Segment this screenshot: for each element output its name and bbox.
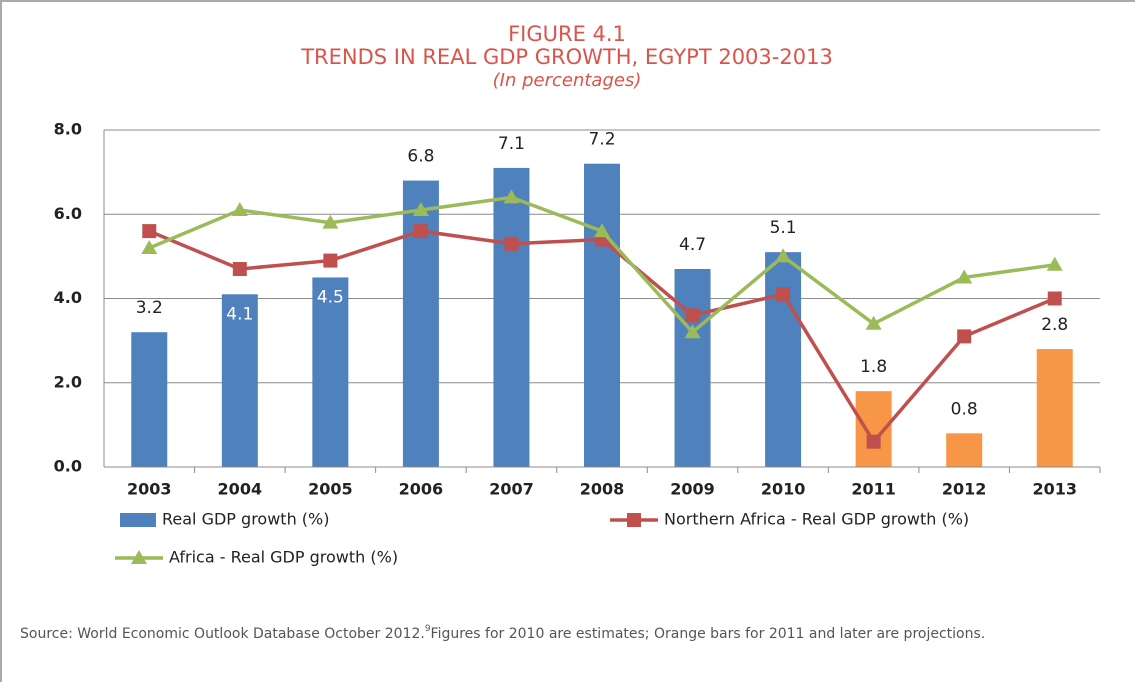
legend-label: Northern Africa - Real GDP growth (%) — [664, 510, 969, 529]
y-tick-label: 2.0 — [54, 372, 82, 391]
data-label: 7.1 — [498, 134, 525, 154]
data-label: 4.5 — [317, 287, 344, 307]
line-marker — [142, 224, 157, 239]
source-note: Source: World Economic Outlook Database … — [20, 624, 985, 643]
line-marker — [231, 202, 248, 217]
x-tick-label: 2008 — [580, 480, 625, 499]
data-label: 1.8 — [860, 357, 887, 377]
y-tick-label: 8.0 — [54, 120, 82, 139]
source: Source: World Economic Outlook Database … — [20, 626, 425, 642]
bar — [221, 294, 258, 467]
x-tick-label: 2012 — [942, 480, 987, 499]
source-continued: Figures for 2010 are estimates; Orange b… — [431, 626, 986, 642]
bar — [674, 269, 711, 467]
x-tick-label: 2011 — [851, 480, 896, 499]
line-marker — [412, 202, 429, 217]
data-label: 0.8 — [951, 399, 978, 419]
legend-marker — [131, 550, 147, 564]
x-tick-label: 2007 — [489, 480, 534, 499]
chart-subtitle: TRENDS IN REAL GDP GROWTH, EGYPT 2003-20… — [300, 45, 833, 69]
data-label: 4.7 — [679, 235, 706, 255]
line-marker — [775, 248, 792, 263]
line-marker — [956, 269, 973, 284]
x-tick-label: 2005 — [308, 480, 353, 499]
legend-label: Real GDP growth (%) — [162, 510, 329, 529]
line-marker — [1046, 256, 1063, 271]
chart-title: FIGURE 4.1 — [508, 22, 626, 46]
legend-swatch — [120, 513, 156, 527]
bar — [131, 332, 168, 467]
line-marker — [1047, 291, 1062, 306]
data-label: 2.8 — [1041, 315, 1068, 335]
data-label: 3.2 — [136, 298, 163, 318]
data-label: 7.2 — [588, 130, 615, 150]
line-marker — [866, 434, 881, 449]
line-marker — [776, 287, 791, 302]
x-tick-label: 2009 — [670, 480, 715, 499]
line-marker — [413, 224, 428, 239]
legend-marker — [627, 513, 641, 527]
line-marker — [503, 189, 520, 204]
data-label: 4.1 — [226, 304, 253, 324]
y-tick-label: 0.0 — [54, 457, 82, 476]
bar — [946, 433, 983, 467]
y-tick-label: 4.0 — [54, 288, 82, 307]
bar — [765, 252, 802, 467]
line-marker — [322, 214, 339, 229]
line-marker — [685, 308, 700, 323]
x-tick-label: 2013 — [1032, 480, 1077, 499]
x-tick-label: 2010 — [761, 480, 806, 499]
data-label: 5.1 — [770, 218, 797, 238]
x-tick-label: 2003 — [127, 480, 172, 499]
bar — [584, 163, 620, 467]
unit-note: (In percentages) — [493, 70, 642, 91]
line-marker — [504, 236, 519, 251]
bar — [402, 180, 439, 468]
line-marker — [594, 223, 610, 238]
footnote-ref: 9 — [425, 624, 431, 634]
y-tick-label: 6.0 — [54, 204, 82, 223]
line-marker — [141, 239, 158, 254]
bar — [493, 167, 530, 467]
legend-label: Africa - Real GDP growth (%) — [169, 548, 398, 567]
bar — [1036, 349, 1073, 467]
x-tick-label: 2004 — [218, 480, 263, 499]
line-marker — [684, 324, 701, 339]
x-tick-label: 2006 — [399, 480, 444, 499]
data-label: 6.8 — [407, 147, 434, 167]
line-marker — [957, 329, 972, 344]
line-marker — [232, 262, 247, 277]
line-marker — [865, 315, 882, 330]
line-marker — [323, 253, 338, 268]
bar — [312, 277, 349, 467]
